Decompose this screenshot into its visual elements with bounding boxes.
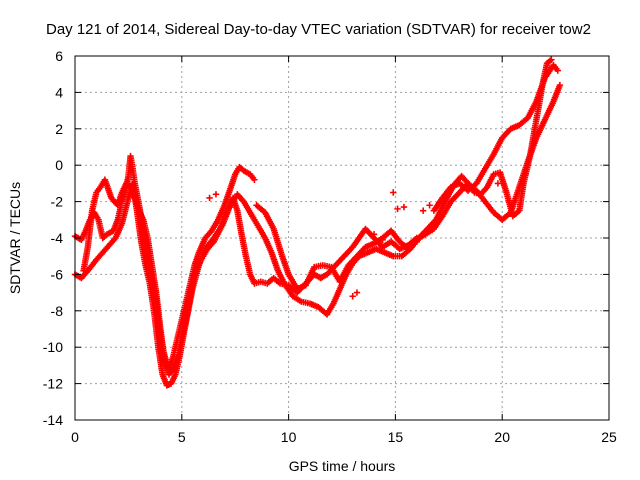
- x-tick-labels: 0 5 10 15 20 25: [71, 429, 617, 445]
- data-point-track-e: [554, 67, 561, 74]
- data-point-scatter-fragments: [390, 189, 397, 196]
- data-point-scatter-fragments: [394, 205, 401, 213]
- y-tick-label: 2: [55, 121, 63, 137]
- grid-lines: [75, 56, 609, 420]
- axis-ticks: [74, 55, 610, 421]
- y-tick-label: 6: [55, 48, 63, 64]
- x-axis-label: GPS time / hours: [289, 458, 396, 474]
- y-tick-label: -4: [51, 230, 64, 246]
- y-tick-label: -10: [43, 339, 63, 355]
- x-tick-label: 25: [601, 429, 617, 445]
- chart-title: Day 121 of 2014, Sidereal Day-to-day VTE…: [46, 21, 591, 38]
- y-tick-label: 0: [55, 157, 63, 173]
- data-point-scatter-fragments: [419, 207, 427, 214]
- x-tick-label: 5: [178, 429, 186, 445]
- data-point-scatter-fragments: [353, 289, 361, 296]
- data-point-scatter-fragments: [206, 194, 213, 202]
- data-point-scatter-fragments: [379, 236, 386, 244]
- x-tick-label: 15: [388, 429, 404, 445]
- y-tick-labels: -14 -12 -10 -8 -6 -4 -2 0 2 4 6: [43, 48, 63, 428]
- data-point-scatter-fragments: [426, 202, 433, 209]
- data-point-track-b: [548, 56, 555, 63]
- data-points: [71, 56, 564, 389]
- data-point-track-a: [251, 176, 258, 183]
- x-tick-label: 10: [281, 429, 297, 445]
- data-point-scatter-fragments: [400, 203, 408, 211]
- x-tick-label: 0: [71, 429, 79, 445]
- y-axis-label: SDTVAR / TECUs: [7, 182, 23, 294]
- data-point-scatter-fragments: [212, 191, 220, 198]
- y-tick-label: 4: [55, 84, 63, 100]
- y-tick-label: -6: [51, 266, 64, 282]
- y-tick-label: -14: [43, 412, 63, 428]
- data-point-scatter-fragments: [370, 231, 378, 238]
- data-point-scatter-fragments: [494, 180, 502, 187]
- data-point-scatter-fragments: [349, 293, 356, 300]
- y-tick-label: -12: [43, 376, 63, 392]
- data-point-scatter-fragments: [499, 176, 506, 183]
- data-point-track-d: [556, 81, 564, 89]
- data-point-scatter-fragments: [413, 238, 420, 245]
- x-tick-label: 20: [494, 429, 510, 445]
- y-tick-label: -8: [51, 303, 64, 319]
- y-tick-label: -2: [51, 194, 64, 210]
